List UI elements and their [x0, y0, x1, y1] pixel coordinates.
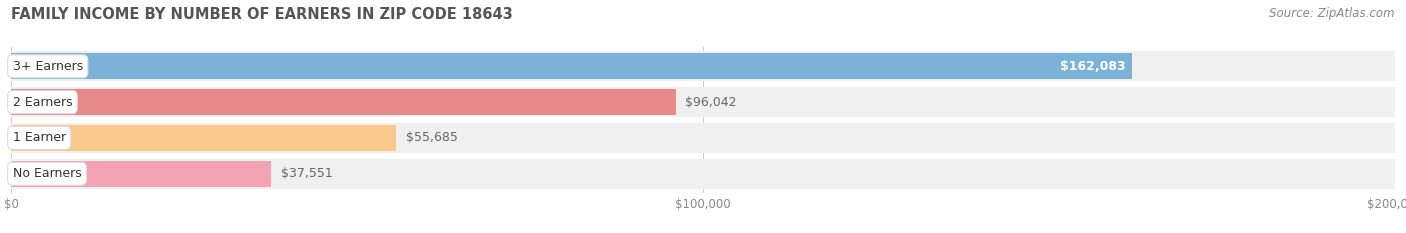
Bar: [11, 53, 1132, 79]
Bar: [11, 159, 1395, 189]
Bar: [11, 125, 396, 151]
Text: Source: ZipAtlas.com: Source: ZipAtlas.com: [1270, 7, 1395, 20]
Text: 1 Earner: 1 Earner: [13, 131, 66, 144]
Bar: [11, 51, 1395, 81]
Text: 3+ Earners: 3+ Earners: [13, 60, 83, 73]
Bar: [11, 161, 271, 187]
Bar: [11, 87, 1395, 117]
Text: FAMILY INCOME BY NUMBER OF EARNERS IN ZIP CODE 18643: FAMILY INCOME BY NUMBER OF EARNERS IN ZI…: [11, 7, 513, 22]
Text: $162,083: $162,083: [1060, 60, 1126, 73]
Text: 2 Earners: 2 Earners: [13, 96, 72, 109]
Text: $37,551: $37,551: [281, 167, 332, 180]
Bar: [11, 89, 676, 115]
Text: $96,042: $96,042: [685, 96, 737, 109]
Bar: [11, 123, 1395, 153]
Text: $55,685: $55,685: [406, 131, 458, 144]
Text: No Earners: No Earners: [13, 167, 82, 180]
